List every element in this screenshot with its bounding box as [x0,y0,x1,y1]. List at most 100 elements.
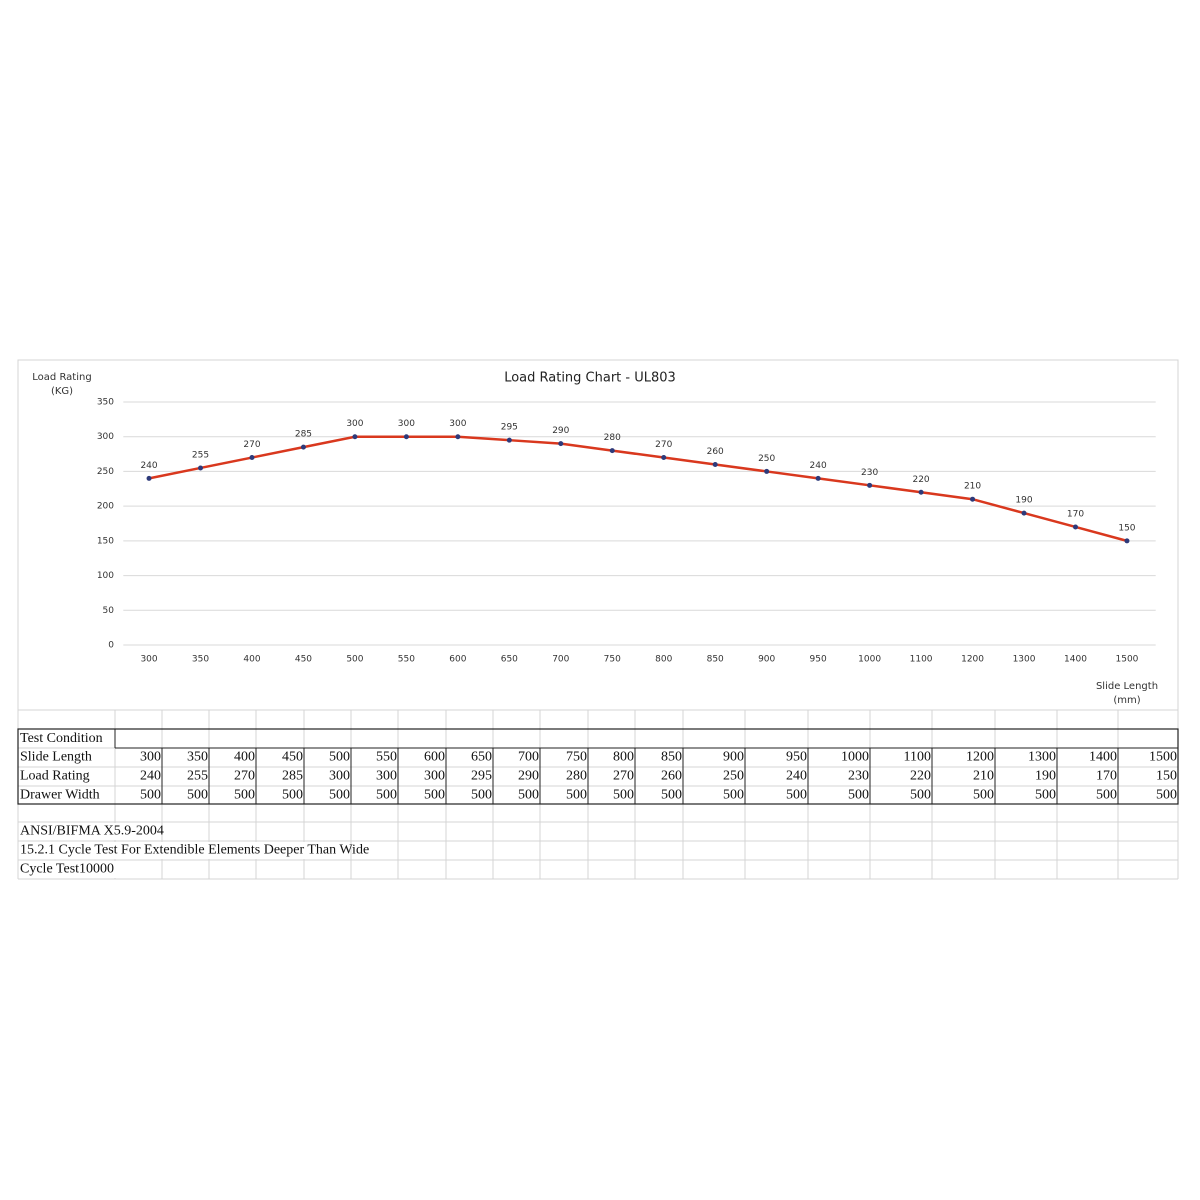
cell: 750 [566,750,587,765]
x-tick-label: 850 [707,655,724,665]
cell: 190 [1035,769,1056,784]
note: 15.2.1 Cycle Test For Extendible Element… [20,843,369,858]
marker [609,448,615,454]
data-label: 280 [604,433,621,443]
cell: 500 [566,788,587,803]
cell: 400 [234,750,255,765]
x-tick-label: 1100 [910,655,933,665]
x-tick-label: 1300 [1013,655,1036,665]
x-axis-unit: (mm) [1113,695,1140,706]
x-tick-label: 1400 [1064,655,1087,665]
x-tick-label: 800 [655,655,672,665]
cell: 500 [973,788,994,803]
x-tick-label: 1000 [858,655,881,665]
data-label: 260 [707,447,724,457]
cell: 500 [187,788,208,803]
marker [506,437,512,443]
cell: 300 [424,769,445,784]
cell: 550 [376,750,397,765]
x-tick-label: 350 [192,655,209,665]
x-tick-label: 400 [243,655,260,665]
cell: 850 [661,750,682,765]
data-label: 150 [1118,523,1135,533]
marker [1072,524,1078,530]
row-label: Load Rating [20,769,90,784]
cell: 240 [140,769,161,784]
cell: 500 [234,788,255,803]
x-tick-label: 650 [501,655,518,665]
cell: 300 [329,769,350,784]
note-bg [19,861,159,878]
cell: 250 [723,769,744,784]
marker [815,475,821,481]
x-tick-label: 1200 [961,655,984,665]
cell: 220 [910,769,931,784]
marker [1124,538,1130,544]
cell: 450 [282,750,303,765]
marker [249,455,255,461]
data-label: 190 [1015,496,1032,506]
x-tick-label: 1500 [1116,655,1139,665]
y-tick-label: 200 [97,502,114,512]
marker [300,444,306,450]
y-tick-label: 100 [97,571,114,581]
marker [970,496,976,502]
cell: 270 [234,769,255,784]
data-label: 230 [861,468,878,478]
cell: 600 [424,750,445,765]
data-label: 295 [501,423,518,433]
x-tick-label: 950 [810,655,827,665]
marker [146,475,152,481]
y-axis-unit: (KG) [51,386,73,397]
cell: 500 [613,788,634,803]
cell: 500 [723,788,744,803]
cell: 500 [910,788,931,803]
cell: 230 [848,769,869,784]
data-label: 300 [449,419,466,429]
marker [1021,510,1027,516]
y-tick-label: 300 [97,432,114,442]
x-tick-label: 450 [295,655,312,665]
chart-title: Load Rating Chart - UL803 [504,371,676,386]
cell: 500 [376,788,397,803]
cell: 260 [661,769,682,784]
y-tick-label: 50 [103,606,115,616]
x-tick-label: 700 [552,655,569,665]
table-header: Test Condition [20,731,103,746]
data-label: 210 [964,482,981,492]
marker [918,489,924,495]
cell: 1300 [1028,750,1056,765]
cell: 500 [329,750,350,765]
cell: 500 [848,788,869,803]
cell: 950 [786,750,807,765]
cell: 500 [1035,788,1056,803]
cell: 500 [329,788,350,803]
y-tick-label: 150 [97,536,114,546]
y-tick-label: 250 [97,467,114,477]
data-label: 300 [346,419,363,429]
cell: 500 [140,788,161,803]
x-axis-title: Slide Length [1096,681,1158,692]
cell: 1000 [841,750,869,765]
cell: 210 [973,769,994,784]
data-label: 300 [398,419,415,429]
x-tick-label: 600 [449,655,466,665]
cell: 350 [187,750,208,765]
cell: 300 [140,750,161,765]
cell: 1200 [966,750,994,765]
marker [403,434,409,440]
note: Cycle Test10000 [20,862,114,877]
data-label: 250 [758,454,775,464]
cell: 500 [471,788,492,803]
marker [867,482,873,488]
cell: 650 [471,750,492,765]
y-tick-label: 0 [108,641,114,651]
data-label: 270 [243,440,260,450]
data-label: 290 [552,426,569,436]
cell: 285 [282,769,303,784]
cell: 280 [566,769,587,784]
cell: 295 [471,769,492,784]
marker [352,434,358,440]
data-label: 255 [192,450,209,460]
x-tick-label: 750 [604,655,621,665]
